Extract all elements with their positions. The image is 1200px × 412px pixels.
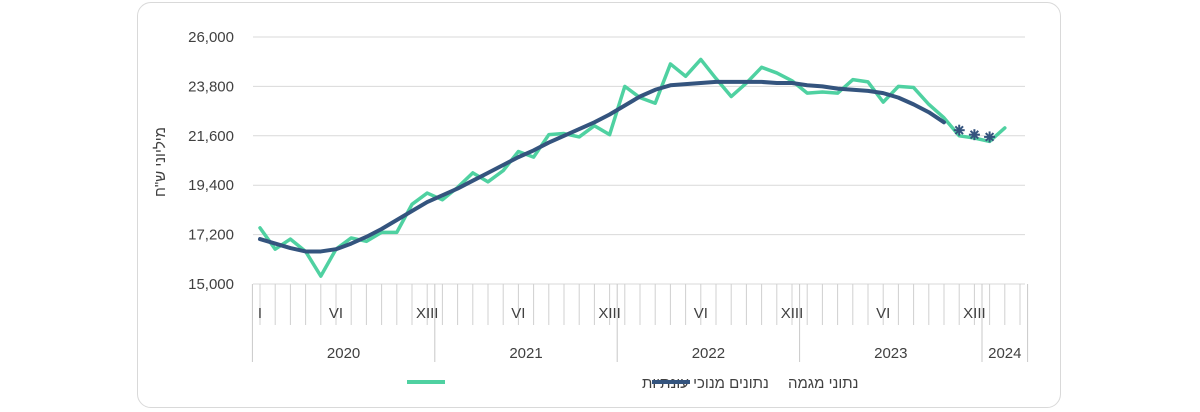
y-tick-label: 21,600 [188,128,234,145]
year-label: 2024 [988,345,1021,362]
month-tick-label: XIII [781,305,804,322]
y-tick-label: 15,000 [188,276,234,293]
marker-stroke [969,130,979,140]
month-tick-label: I [258,305,262,322]
month-tick-label: XIII [598,305,621,322]
trend-estimate-marker [984,131,996,143]
marker-stroke [954,125,964,135]
month-tick-label: VI [511,305,525,322]
month-tick-label: XIII [963,305,986,322]
series-line-seasonally-adjusted [258,57,1007,278]
series-lines [258,57,1007,278]
year-label: 2020 [327,345,360,362]
y-tick-label: 19,400 [188,177,234,194]
legend-label-trend: נתוני מגמה [788,375,858,392]
month-tick-label: VI [329,305,343,322]
marker-stroke [985,132,995,142]
trend-estimate-marker [953,124,965,136]
year-label: 2021 [509,345,542,362]
x-axis: I VI XIII VI XIII VI XIII VI XIII 2020 2021 2022 202… [251,284,1029,362]
y-axis-label: מיליוני ש"ח [152,127,169,197]
year-label: 2022 [692,345,725,362]
trend-estimate-marker [968,129,980,141]
legend-label-seasonal: נתונים מנוכי עונתיות [642,375,769,392]
month-tick-label: XIII [416,305,439,322]
month-tick-label: VI [694,305,708,322]
chart-frame [137,2,1061,408]
y-tick-label: 17,200 [188,227,234,244]
y-tick-label: 26,000 [188,29,234,46]
gridlines [253,36,1025,285]
y-tick-label: 23,800 [188,78,234,95]
y-axis-ticks: 15,000 17,200 19,400 21,600 23,800 26,000 [188,29,234,293]
year-label: 2023 [874,345,907,362]
month-tick-label: VI [876,305,890,322]
series-line-trend [258,79,946,254]
legend: נתונים מנוכי עונתיות נתוני מגמה [407,375,858,392]
